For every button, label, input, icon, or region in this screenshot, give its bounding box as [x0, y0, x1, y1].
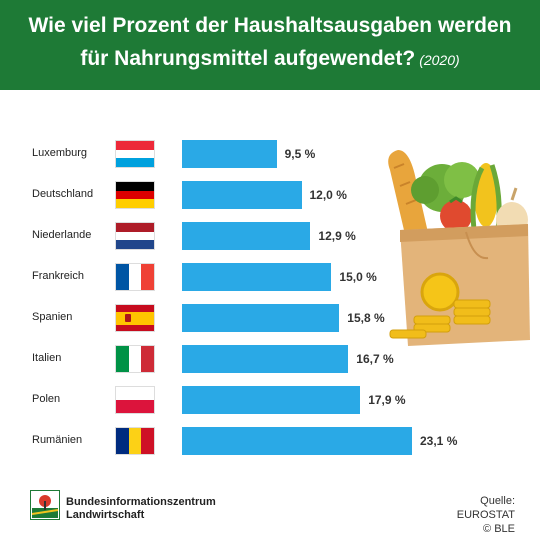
value-label: 15,8 %	[347, 311, 385, 325]
coin	[420, 272, 460, 312]
ble-logo	[30, 490, 60, 520]
bar	[182, 140, 277, 168]
value-label: 17,9 %	[368, 393, 406, 407]
country-label: Spanien	[32, 311, 73, 323]
grocery-bag-illustration	[388, 150, 530, 346]
country-label: Deutschland	[32, 188, 94, 200]
bar	[182, 304, 340, 332]
flag-icon	[116, 346, 155, 372]
org-line-2: Landwirtschaft	[66, 509, 145, 521]
org-line-1: Bundesinformationszentrum	[66, 496, 216, 508]
flag-icon	[116, 223, 154, 249]
bar	[182, 222, 311, 250]
country-label: Polen	[32, 393, 61, 405]
country-label: Italien	[32, 352, 62, 364]
title-banner: Wie viel Prozent der Haushaltsausgaben w…	[0, 0, 540, 90]
copyright-line: © BLE	[483, 523, 515, 535]
flag-icon	[116, 387, 154, 413]
country-label: Rumänien	[32, 434, 83, 446]
value-label: 9,5 %	[284, 147, 316, 161]
title-year: (2020)	[419, 52, 460, 68]
country-label: Luxemburg	[32, 147, 88, 159]
bar	[182, 386, 361, 414]
flag-icon	[116, 264, 155, 290]
value-label: 12,0 %	[309, 188, 347, 202]
title-line-2: für Nahrungsmittel aufgewendet? (2020)	[0, 47, 540, 71]
country-label: Niederlande	[32, 229, 92, 241]
source-line: Quelle: EUROSTAT	[456, 495, 515, 521]
bar	[182, 181, 302, 209]
value-label: 16,7 %	[356, 352, 394, 366]
flag-icon	[116, 141, 154, 167]
bar	[182, 427, 412, 455]
flag-icon	[116, 305, 154, 331]
flag-icon	[116, 182, 154, 208]
organization-name: Bundesinformationszentrum Landwirtschaft	[66, 496, 216, 522]
bar	[182, 263, 332, 291]
value-label: 12,9 %	[318, 229, 356, 243]
value-label: 23,1 %	[420, 434, 458, 448]
title-text: für Nahrungsmittel aufgewendet?	[80, 47, 416, 70]
title-line-1: Wie viel Prozent der Haushaltsausgaben w…	[28, 14, 512, 37]
source-credit: Quelle: EUROSTAT © BLE	[425, 494, 515, 536]
corn	[474, 163, 498, 227]
bar	[182, 345, 349, 373]
country-label: Frankreich	[32, 270, 84, 282]
tomato	[440, 200, 472, 232]
flag-icon	[116, 428, 155, 454]
value-label: 15,0 %	[339, 270, 377, 284]
